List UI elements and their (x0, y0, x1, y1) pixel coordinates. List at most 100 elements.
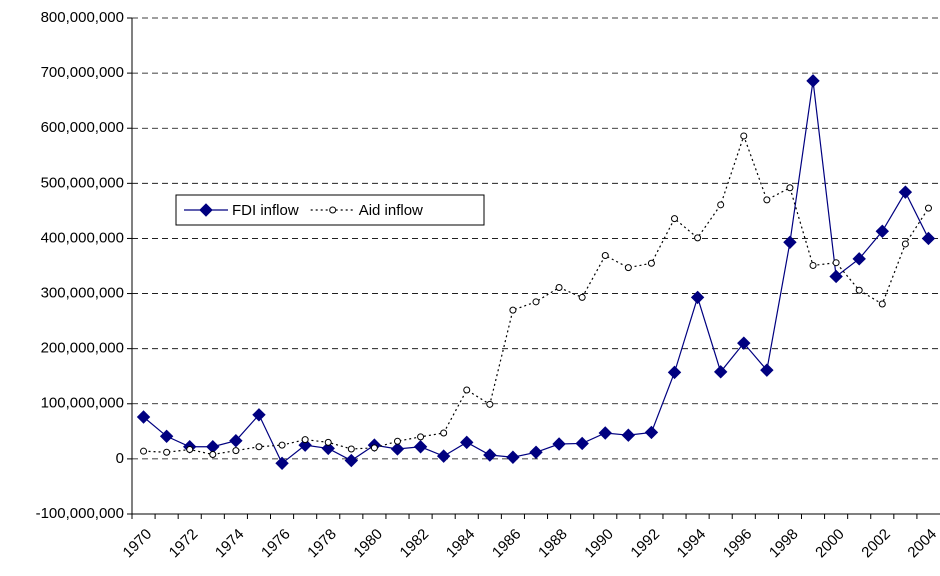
point (529, 445, 543, 459)
point (440, 429, 448, 437)
point (555, 283, 563, 291)
x-tick-label: 1970 (120, 526, 156, 562)
point (298, 438, 312, 452)
x-tick-label: 1976 (258, 526, 294, 562)
point (460, 435, 474, 450)
x-tick-label: 1988 (535, 526, 571, 562)
point (301, 436, 309, 444)
point (417, 433, 425, 441)
point (898, 185, 913, 199)
point (740, 132, 748, 140)
series-line (143, 80, 929, 465)
y-tick-label: 0 (116, 450, 124, 467)
point (644, 425, 659, 440)
point (809, 261, 817, 269)
point (694, 234, 702, 242)
point (436, 449, 451, 463)
point (806, 74, 820, 88)
point (647, 259, 655, 267)
point (786, 184, 794, 192)
point (713, 365, 728, 379)
x-tick-label: 1998 (766, 526, 802, 562)
point (275, 456, 289, 471)
x-tick-label: 1972 (166, 526, 202, 562)
point (393, 437, 401, 445)
point (717, 201, 725, 209)
point (832, 259, 840, 267)
point (463, 386, 471, 394)
point (921, 231, 936, 246)
point (667, 365, 682, 380)
point (901, 240, 909, 248)
point (232, 447, 240, 455)
point (690, 290, 705, 305)
legend-label: Aid inflow (359, 202, 423, 219)
point (829, 269, 843, 284)
point (413, 440, 428, 454)
point (252, 408, 266, 422)
x-tick-label: 2002 (858, 526, 894, 562)
y-tick-label: 800,000,000 (41, 9, 124, 26)
x-tick-label: 1994 (674, 526, 710, 562)
point (278, 441, 286, 449)
point (578, 293, 586, 301)
point (186, 446, 194, 454)
point (483, 448, 497, 462)
x-tick-label: 1974 (212, 526, 248, 562)
legend-marker (199, 203, 213, 217)
point (486, 400, 494, 408)
point (209, 450, 217, 458)
point (783, 235, 797, 250)
point (255, 443, 263, 451)
point (601, 252, 609, 260)
point (229, 433, 243, 448)
point (506, 450, 520, 464)
point (532, 298, 540, 306)
point (140, 447, 148, 455)
point (344, 453, 359, 468)
y-tick-label: 600,000,000 (41, 119, 124, 136)
x-tick-label: 1982 (397, 526, 433, 562)
x-tick-label: 1980 (350, 526, 386, 562)
x-tick-label: 2004 (904, 526, 940, 562)
point (159, 429, 174, 444)
point (347, 445, 355, 453)
y-tick-label: 400,000,000 (41, 229, 124, 246)
point (163, 448, 171, 456)
point (621, 428, 636, 442)
x-tick-label: 1996 (720, 526, 756, 562)
point (875, 224, 889, 238)
point (624, 264, 632, 272)
point (206, 440, 220, 454)
point (671, 215, 679, 223)
point (737, 336, 751, 350)
point (509, 306, 517, 314)
point (878, 300, 886, 308)
legend-marker (329, 206, 337, 214)
y-tick-label: 200,000,000 (41, 340, 124, 357)
point (855, 286, 863, 294)
point (760, 363, 774, 377)
y-tick-label: 700,000,000 (41, 64, 124, 81)
legend-label: FDI inflow (232, 202, 299, 219)
point (852, 252, 866, 266)
x-tick-label: 1990 (581, 526, 617, 562)
y-tick-label: 500,000,000 (41, 174, 124, 191)
y-tick-label: 300,000,000 (41, 285, 124, 302)
point (552, 437, 566, 451)
point (763, 196, 771, 204)
point (136, 410, 151, 424)
y-tick-label: -100,000,000 (36, 505, 124, 522)
x-tick-label: 1986 (489, 526, 525, 562)
x-tick-label: 1978 (304, 526, 340, 562)
point (321, 441, 335, 456)
x-tick-label: 1992 (627, 526, 663, 562)
y-tick-label: 100,000,000 (41, 395, 124, 412)
point (924, 204, 932, 212)
x-tick-label: 1984 (443, 526, 479, 562)
point (324, 438, 332, 446)
point (575, 436, 589, 451)
series-line (143, 134, 929, 456)
